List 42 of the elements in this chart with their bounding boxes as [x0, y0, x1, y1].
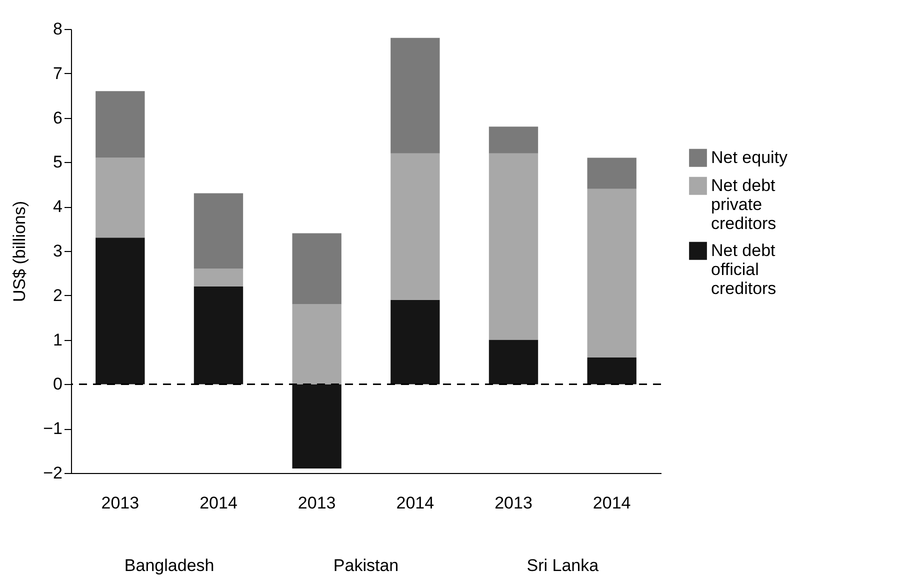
- x-tick-label: 2014: [200, 494, 238, 512]
- x-tick-label: 2013: [101, 494, 140, 512]
- bar: [390, 300, 440, 384]
- bar: [587, 188, 636, 358]
- bar: [488, 126, 538, 154]
- bar: [194, 286, 244, 384]
- bar: [194, 193, 244, 269]
- y-tick-label: 4: [53, 197, 62, 216]
- y-axis-title: US$ (billions): [10, 200, 30, 302]
- legend-label: Net debt private creditors: [711, 176, 776, 233]
- text: Bangladesh: [124, 556, 214, 575]
- y-tick-label: 8: [53, 20, 62, 38]
- x-tick-label: 2014: [396, 494, 434, 512]
- x-tick-label: 2013: [298, 494, 336, 512]
- x-tick-label: 2013: [494, 494, 532, 512]
- y-tick-label: 2: [53, 286, 62, 305]
- bar: [390, 38, 440, 154]
- legend-label: Net equity: [711, 148, 788, 167]
- y-tick-label: −2: [43, 464, 62, 482]
- bar: [488, 340, 538, 384]
- bar: [587, 358, 636, 384]
- y-tick-label: 0: [53, 374, 62, 394]
- y-tick-label: 3: [53, 242, 62, 260]
- bar: [292, 304, 342, 384]
- legend-label: Net debt official creditors: [711, 240, 776, 298]
- text: Sri Lanka: [526, 556, 600, 575]
- x-tick-label: 2014: [592, 494, 631, 512]
- y-tick-label: 7: [53, 64, 62, 83]
- bar: [96, 238, 145, 384]
- bar: [488, 153, 538, 340]
- bar: [292, 233, 342, 304]
- bar: [96, 91, 145, 158]
- y-tick-label: 5: [53, 152, 62, 172]
- y-tick-label: 1: [53, 330, 62, 350]
- text: Pakistan: [333, 556, 399, 575]
- bar: [587, 158, 636, 189]
- bar: [390, 153, 440, 300]
- bar: [292, 384, 342, 469]
- y-tick-label: −1: [43, 419, 62, 438]
- bar: [96, 158, 145, 238]
- y-tick-label: 6: [53, 108, 62, 128]
- bar: [194, 268, 244, 287]
